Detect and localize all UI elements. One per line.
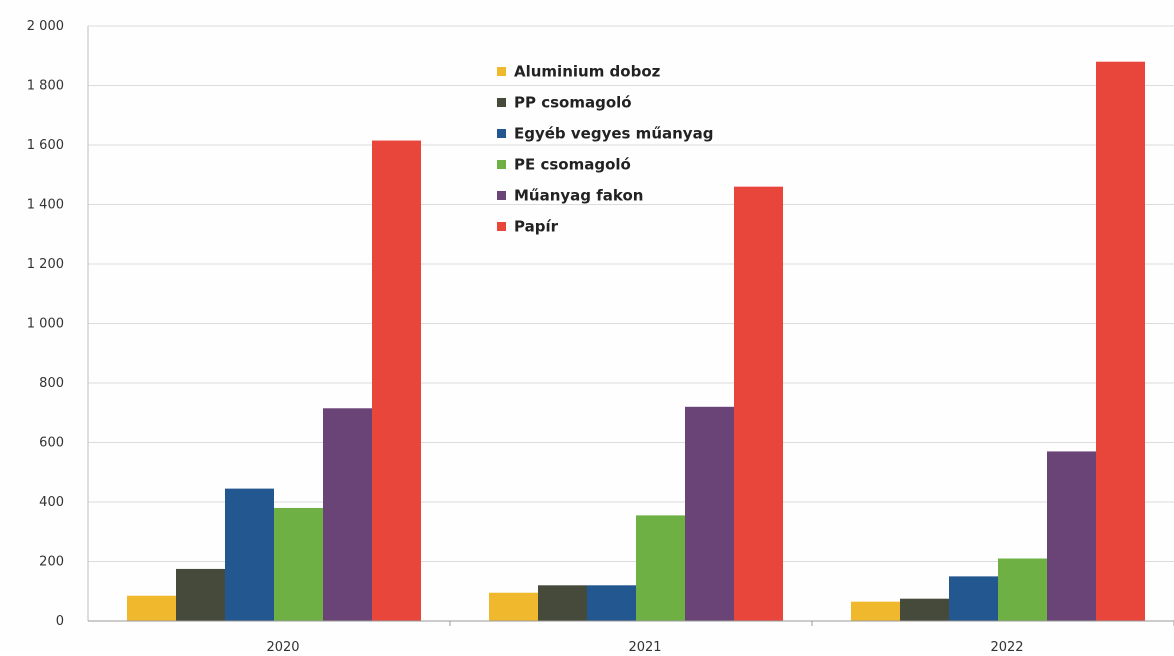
bar-pap-r-2021	[734, 186, 783, 621]
bar-m-anyag-fakon-2020	[323, 408, 372, 621]
bar-pap-r-2022	[1096, 61, 1145, 621]
x-tick-label: 2021	[628, 640, 661, 652]
bar-pap-r-2020	[372, 140, 421, 621]
legend-swatch	[497, 67, 506, 76]
y-tick-label: 1 600	[27, 138, 64, 153]
x-tick-label: 2020	[266, 640, 299, 652]
y-axis: 0 200 400 600 800 1 000 1 200 1 400 1 600 1 800 2 …	[27, 19, 89, 629]
bar-egy-b-vegyes-m-anyag-2022	[949, 576, 998, 621]
bar-pp-csomagol--2020	[176, 568, 225, 621]
bar-m-anyag-fakon-2022	[1047, 451, 1096, 621]
y-tick-label: 1 800	[27, 79, 64, 94]
bar-pp-csomagol--2021	[538, 585, 587, 621]
bar-pp-csomagol--2022	[900, 598, 949, 621]
legend-label: Egyéb vegyes műanyag	[514, 125, 713, 143]
y-tick-label: 0	[56, 614, 64, 629]
legend-label: PE csomagoló	[514, 156, 631, 174]
y-tick-label: 400	[39, 495, 64, 510]
y-tick-label: 1 200	[27, 257, 64, 272]
y-tick-label: 200	[39, 555, 64, 570]
legend-label: Papír	[514, 218, 559, 236]
legend-label: Műanyag fakon	[514, 187, 643, 205]
bar-aluminium-doboz-2022	[851, 601, 900, 621]
bar-pe-csomagol--2021	[636, 515, 685, 621]
y-tick-label: 1 000	[27, 317, 64, 332]
legend-swatch	[497, 191, 506, 200]
bar-aluminium-doboz-2021	[489, 592, 538, 621]
y-tick-label: 800	[39, 376, 64, 391]
bar-pe-csomagol--2020	[274, 507, 323, 621]
legend-swatch	[497, 129, 506, 138]
bar-m-anyag-fakon-2021	[685, 406, 734, 621]
bar-egy-b-vegyes-m-anyag-2020	[225, 488, 274, 621]
legend-swatch	[497, 222, 506, 231]
x-axis: 2020 2021 2022	[88, 620, 1174, 655]
legend-label: PP csomagoló	[514, 94, 632, 112]
legend: Aluminium doboz PP csomagoló Egyéb vegyes …	[497, 63, 713, 236]
y-tick-label: 1 400	[27, 198, 64, 213]
bars	[127, 61, 1145, 621]
legend-swatch	[497, 98, 506, 107]
bar-pe-csomagol--2022	[998, 558, 1047, 621]
x-tick-label: 2022	[990, 640, 1023, 652]
y-tick-label: 600	[39, 436, 64, 451]
bar-egy-b-vegyes-m-anyag-2021	[587, 585, 636, 621]
bar-aluminium-doboz-2020	[127, 595, 176, 621]
legend-swatch	[497, 160, 506, 169]
y-tick-label: 2 000	[27, 19, 64, 34]
legend-label: Aluminium doboz	[514, 63, 661, 81]
